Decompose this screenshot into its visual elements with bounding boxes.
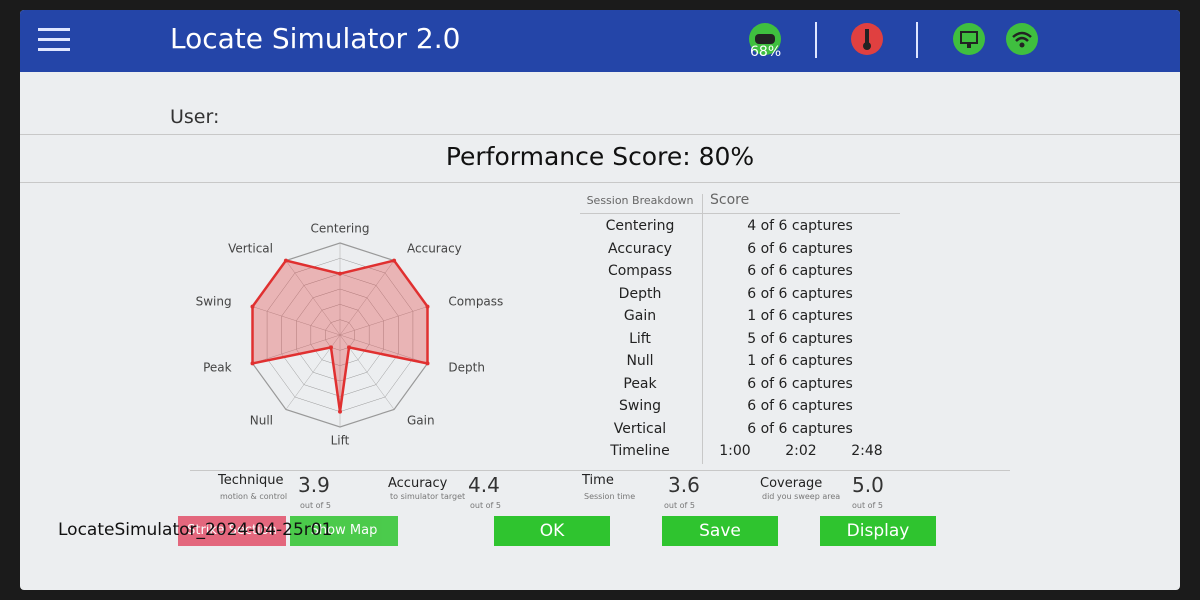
app-screen: Locate Simulator 2.0 68% User: Performan… <box>20 10 1180 590</box>
row-score: 4 of 6 captures <box>747 218 853 234</box>
row-score: 6 of 6 captures <box>747 375 853 392</box>
row-score: 1 of 6 captures <box>747 308 853 324</box>
file-name: LocateSimulator_2024-04-25r01 <box>58 520 333 540</box>
row-label: Accuracy <box>608 240 672 257</box>
radar-vertex <box>338 271 342 276</box>
metric-name: Time <box>582 473 614 488</box>
divider <box>20 182 1180 183</box>
row-label: Compass <box>607 263 673 279</box>
metric-out-of: out of 5 <box>470 501 501 510</box>
timeline-mark: 1:00 <box>719 443 751 459</box>
table-header: Score <box>710 192 750 208</box>
radar-vertex <box>338 409 342 414</box>
radar-chart: Centering Accuracy Compass Depth Gain Lift Nul… <box>196 222 504 448</box>
radar-spoke <box>339 260 395 336</box>
display-icon[interactable] <box>952 22 986 56</box>
radar-vertex <box>283 258 288 263</box>
show-map-button[interactable]: Show Map <box>290 516 398 546</box>
row-score: 6 of 6 captures <box>747 240 853 257</box>
metric-out-of: out of 5 <box>300 501 331 510</box>
radar-axis-label: Gain <box>407 413 435 427</box>
radar-axis-label: Compass <box>448 295 503 309</box>
ok-button[interactable]: OK <box>494 516 610 546</box>
radar-axis-label: Accuracy <box>407 242 462 256</box>
timeline-mark: 2:48 <box>851 443 883 459</box>
radar-axis-label: Lift <box>331 434 350 448</box>
metric-score: 5.0 <box>852 473 884 497</box>
row-label: Null <box>626 353 654 369</box>
row-label: Centering <box>605 218 675 234</box>
timeline-label: Timeline <box>610 443 670 459</box>
radar-vertex <box>425 304 430 309</box>
table-header: Session Breakdown <box>586 194 694 207</box>
radar-vertex <box>425 361 430 366</box>
header-bar: Locate Simulator 2.0 68% <box>20 10 1180 72</box>
battery-level: 68% <box>750 44 782 60</box>
temperature-icon <box>851 23 883 55</box>
row-label: Swing <box>619 398 661 414</box>
radar-spoke <box>252 306 341 336</box>
divider <box>190 470 1010 471</box>
metric-name: Coverage <box>760 476 823 491</box>
menu-icon[interactable] <box>38 26 72 54</box>
app-title: Locate Simulator 2.0 <box>170 22 461 55</box>
save-button[interactable]: Save <box>662 516 778 546</box>
radar-vertex <box>392 258 397 263</box>
divider <box>20 134 1180 135</box>
strike-section-button[interactable]: Strike Section <box>178 516 286 546</box>
timeline-mark: 2:02 <box>785 443 817 459</box>
row-label: Peak <box>623 375 657 392</box>
metric-out-of: out of 5 <box>852 501 883 510</box>
metric-out-of: out of 5 <box>664 501 695 510</box>
metric-caption: motion & control <box>220 492 288 501</box>
radar-spoke <box>339 306 428 336</box>
metric-score: 4.4 <box>468 473 500 497</box>
radar-axis-label: Depth <box>448 360 485 374</box>
table-line <box>580 213 900 214</box>
wifi-icon[interactable] <box>1005 22 1039 56</box>
row-label: Gain <box>623 308 657 324</box>
metric-caption: did you sweep area <box>762 492 841 501</box>
row-score: 6 of 6 captures <box>747 398 853 414</box>
row-score: 6 of 6 captures <box>747 420 853 437</box>
metric-score: 3.9 <box>298 473 330 497</box>
user-label: User: <box>170 106 220 128</box>
row-score: 6 of 6 captures <box>747 263 853 279</box>
metric-name: Technique <box>218 473 284 488</box>
radar-axis-label: Vertical <box>228 242 273 256</box>
divider <box>916 22 918 58</box>
row-label: Depth <box>618 285 662 302</box>
radar-axis-label: Swing <box>196 295 232 309</box>
radar-axis-label: Peak <box>203 360 232 374</box>
radar-area <box>251 259 429 412</box>
radar-spoke <box>252 334 341 364</box>
row-label: Lift <box>629 330 651 347</box>
row-score: 6 of 6 captures <box>747 285 853 302</box>
display-button[interactable]: Display <box>820 516 936 546</box>
headset-icon <box>749 23 781 55</box>
metric-score: 3.6 <box>668 473 700 497</box>
row-score: 1 of 6 captures <box>747 353 853 369</box>
metric-caption: Session time <box>584 492 636 501</box>
table-line <box>702 194 703 464</box>
performance-score: Performance Score: 80% <box>445 142 755 171</box>
radar-spoke <box>339 334 428 364</box>
metric-caption: to simulator target <box>390 492 466 501</box>
divider <box>815 22 817 58</box>
radar-vertex <box>250 361 255 366</box>
row-label: Vertical <box>613 420 667 437</box>
metric-name: Accuracy <box>388 476 448 491</box>
radar-vertex <box>347 345 352 350</box>
radar-axis-label: Centering <box>311 222 370 236</box>
radar-axis-label: Null <box>250 413 273 427</box>
radar-vertex <box>250 304 255 309</box>
radar-vertex <box>328 345 333 350</box>
row-score: 5 of 6 captures <box>747 330 853 347</box>
radar-spoke <box>285 260 341 336</box>
